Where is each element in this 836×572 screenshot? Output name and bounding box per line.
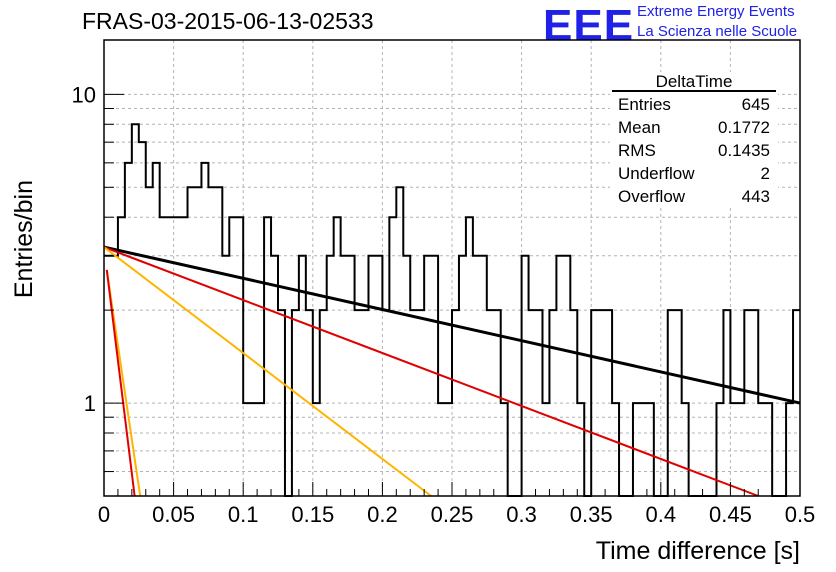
- x-tick-label: 0.25: [431, 502, 474, 527]
- histogram-outline: [104, 123, 800, 497]
- stats-label-rms: RMS: [618, 141, 656, 160]
- histogram-bin: [327, 256, 334, 496]
- fit-line: [103, 245, 801, 405]
- fit-lines: [103, 245, 801, 497]
- x-tick-label: 0.3: [506, 502, 537, 527]
- stats-value-underflow: 2: [761, 164, 770, 183]
- histogram-bin: [201, 163, 208, 496]
- histogram-bin: [208, 187, 215, 496]
- histogram-bin: [396, 187, 403, 496]
- histogram-bin: [368, 256, 375, 496]
- stats-label-underflow: Underflow: [618, 164, 695, 183]
- histogram-bin: [473, 256, 480, 496]
- histogram-bin: [153, 163, 160, 496]
- histogram-bin: [181, 217, 188, 496]
- histogram-bin: [563, 256, 570, 496]
- axis-ticks: 0 0.05 0.1 0.15 0.2 0.25 0.3 0.35 0.4 0.45 0.5 1 10: [72, 82, 816, 527]
- histogram-bin: [174, 217, 181, 496]
- x-axis-label: Time difference [s]: [596, 537, 800, 565]
- chart-title: FRAS-03-2015-06-13-02533: [82, 8, 374, 34]
- stats-value-entries: 645: [742, 95, 770, 114]
- histogram-bin: [403, 256, 410, 496]
- histogram-bin: [341, 256, 348, 496]
- fit-line: [103, 246, 759, 497]
- histogram-bin: [424, 256, 431, 496]
- y-axis-label: Entries/bin: [10, 180, 38, 298]
- stats-label-entries: Entries: [618, 95, 671, 114]
- y-tick-label: 10: [72, 82, 96, 107]
- histogram-bin: [348, 256, 355, 496]
- stats-label-overflow: Overflow: [618, 187, 686, 206]
- fit-line: [103, 246, 432, 497]
- stats-value-overflow: 443: [742, 187, 770, 206]
- y-tick-label: 1: [84, 391, 96, 416]
- histogram-bin: [236, 217, 243, 496]
- x-tick-label: 0.1: [228, 502, 259, 527]
- histogram-bin: [229, 217, 236, 496]
- histogram-bin: [375, 256, 382, 496]
- histogram-bin: [146, 187, 153, 496]
- x-tick-label: 0.4: [646, 502, 677, 527]
- x-tick-label: 0.05: [152, 502, 195, 527]
- histogram-bin: [215, 187, 222, 496]
- stats-value-mean: 0.1772: [718, 118, 770, 137]
- histogram-bin: [194, 187, 201, 496]
- histogram-bin: [556, 256, 563, 496]
- stats-value-rms: 0.1435: [718, 141, 770, 160]
- histogram-bin: [111, 256, 118, 496]
- histogram-bin: [466, 217, 473, 496]
- logo-caption-line2: La Scienza nelle Scuole: [637, 23, 798, 40]
- histogram-bin: [431, 256, 438, 496]
- stats-box: DeltaTime Entries 645 Mean 0.1772 RMS 0.…: [610, 72, 778, 207]
- histogram-bin: [188, 187, 195, 496]
- histogram-bin: [167, 217, 174, 496]
- histogram-bin: [459, 256, 466, 496]
- x-tick-label: 0.5: [785, 502, 816, 527]
- fit-line: [105, 269, 136, 497]
- histogram-bin: [139, 142, 146, 496]
- x-tick-label: 0.35: [570, 502, 613, 527]
- histogram-bin: [480, 256, 487, 496]
- logo-caption-line1: Extreme Energy Events: [637, 3, 795, 20]
- x-tick-label: 0.15: [291, 502, 334, 527]
- histogram-bin: [522, 256, 529, 496]
- histogram-bars: [104, 123, 800, 497]
- stats-box-title: DeltaTime: [656, 72, 733, 91]
- x-tick-label: 0.2: [367, 502, 398, 527]
- histogram-bin: [334, 217, 341, 496]
- x-tick-label: 0: [98, 502, 110, 527]
- histogram-bin: [264, 217, 271, 496]
- stats-label-mean: Mean: [618, 118, 661, 137]
- x-tick-label: 0.45: [709, 502, 752, 527]
